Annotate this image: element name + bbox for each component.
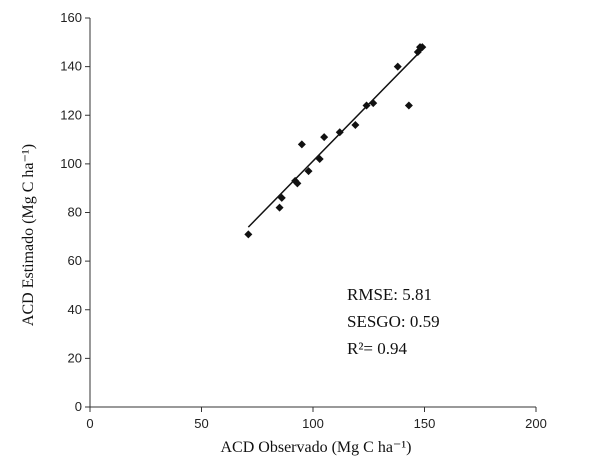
y-tick-label: 60 — [68, 253, 82, 268]
y-tick-label: 20 — [68, 350, 82, 365]
y-tick-label: 40 — [68, 302, 82, 317]
data-point — [418, 43, 427, 52]
trendline — [247, 46, 426, 228]
y-ticks: 0 20 40 60 80 100 120 140 160 — [60, 10, 90, 414]
data-point — [320, 133, 329, 142]
x-tick-label: 150 — [414, 416, 436, 431]
data-point — [351, 120, 360, 129]
y-axis-title: ACD Estimado (Mg C ha⁻¹) — [20, 144, 37, 326]
data-point — [335, 128, 344, 137]
x-tick-label: 0 — [86, 416, 93, 431]
y-tick-label: 160 — [60, 10, 82, 25]
y-tick-label: 100 — [60, 156, 82, 171]
data-point — [304, 167, 313, 176]
x-axis-title: ACD Observado (Mg C ha⁻¹) — [221, 439, 412, 456]
data-point — [244, 230, 253, 239]
x-tick-label: 100 — [302, 416, 324, 431]
x-tick-label: 200 — [525, 416, 547, 431]
r2-annotation: R²= 0.94 — [347, 339, 408, 358]
data-point — [393, 62, 402, 71]
y-tick-label: 80 — [68, 205, 82, 220]
data-point — [404, 101, 413, 110]
data-point — [277, 193, 286, 202]
data-point — [362, 101, 371, 110]
data-point — [297, 140, 306, 149]
x-ticks: 0 50 100 150 200 — [86, 407, 547, 431]
data-point — [275, 203, 284, 212]
x-tick-label: 50 — [194, 416, 208, 431]
y-tick-label: 140 — [60, 59, 82, 74]
axes — [89, 18, 536, 408]
trendline-group — [247, 46, 426, 228]
data-point — [315, 155, 324, 164]
data-point — [293, 179, 302, 188]
data-points — [244, 43, 427, 239]
y-tick-label: 120 — [60, 107, 82, 122]
data-point — [369, 99, 378, 108]
rmse-annotation: RMSE: 5.81 — [347, 285, 432, 304]
sesgo-annotation: SESGO: 0.59 — [347, 312, 440, 331]
y-tick-label: 0 — [75, 399, 82, 414]
